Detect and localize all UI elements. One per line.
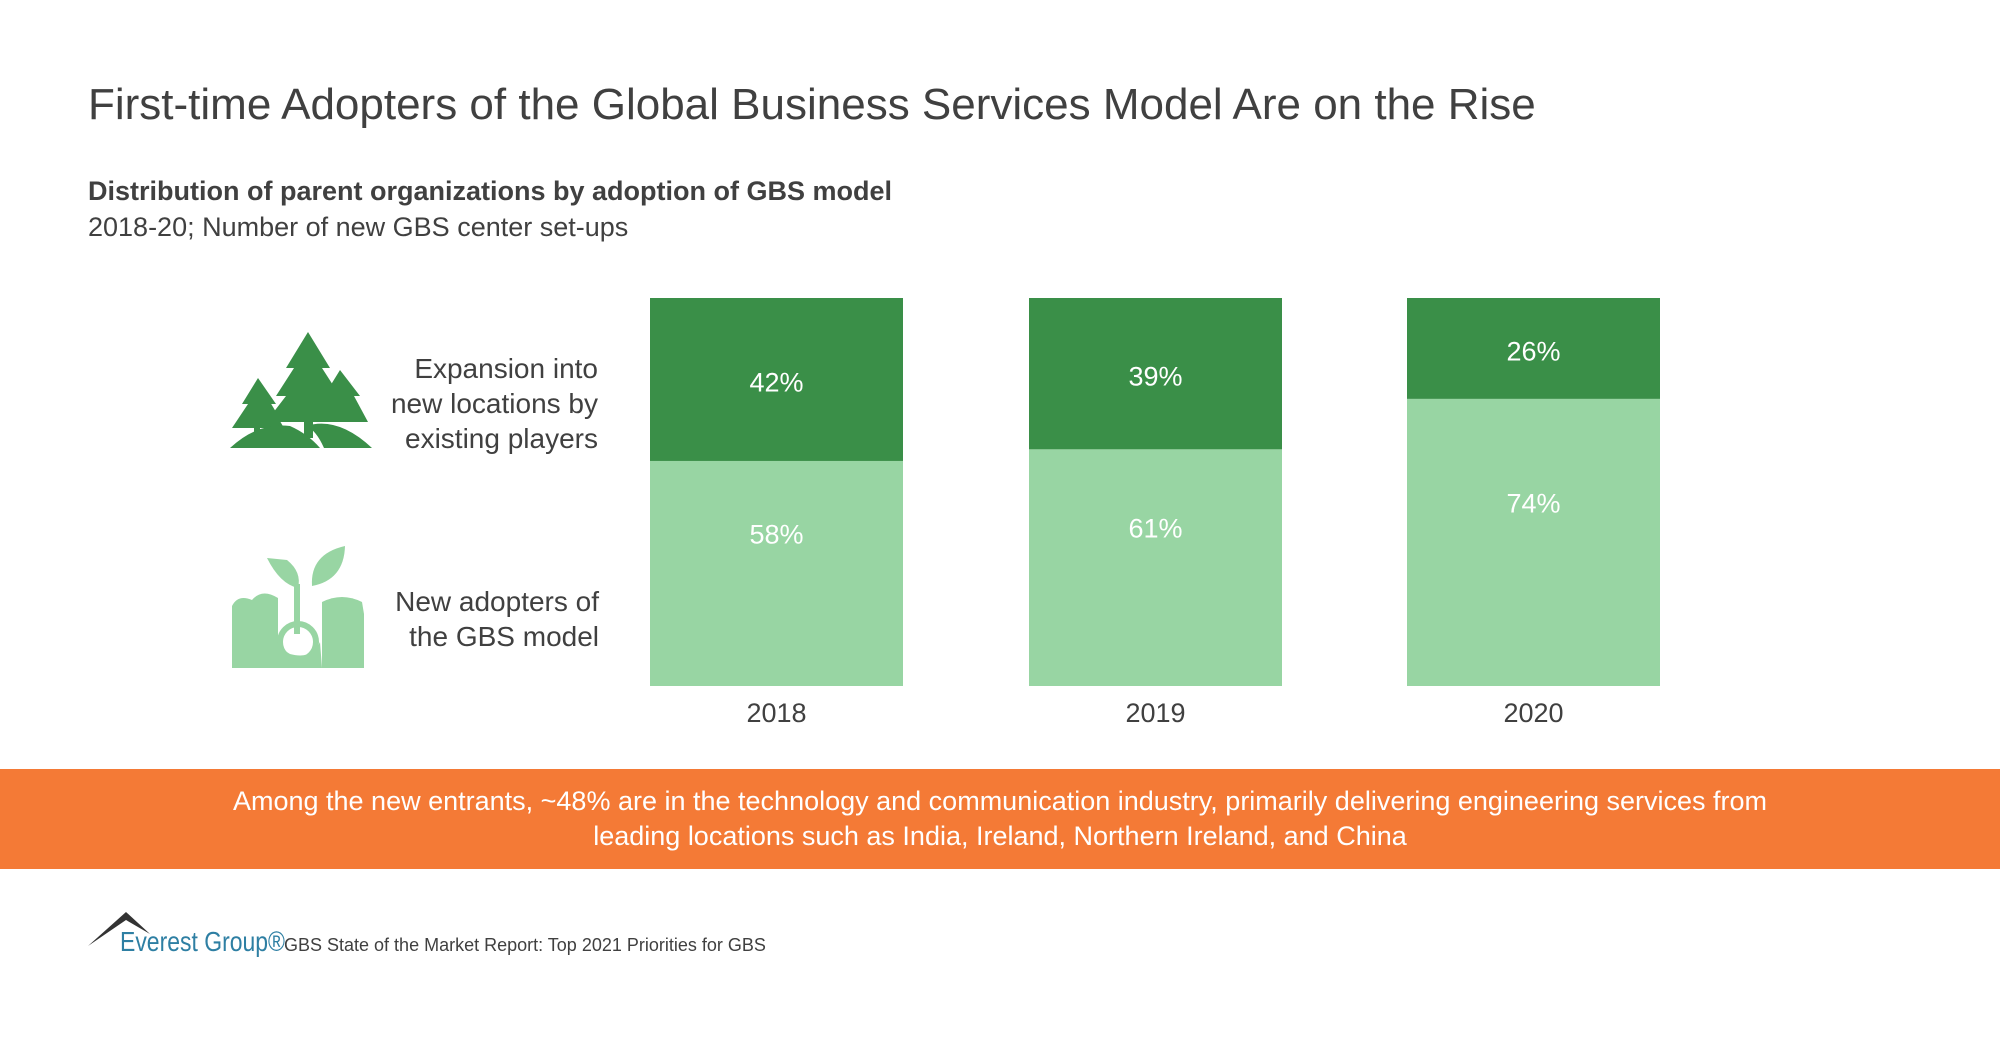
bar-segment <box>650 298 903 461</box>
x-tick-label: 2020 <box>1503 698 1563 728</box>
page-title: First-time Adopters of the Global Busine… <box>88 80 1536 129</box>
data-label: 42% <box>749 367 803 397</box>
stacked-bar-chart: 58% 42% 2018 61% 39% 2019 74% 26% 2020 <box>650 298 1660 728</box>
data-label: 26% <box>1506 336 1560 366</box>
data-label: 74% <box>1506 488 1560 518</box>
data-label: 61% <box>1128 514 1182 544</box>
bar-segment <box>1407 298 1660 399</box>
legend-new-adopters-label: New adopters of the GBS model <box>395 584 599 654</box>
legend-expansion-label: Expansion into new locations by existing… <box>391 351 598 456</box>
seedling-icon <box>232 546 364 668</box>
legend-line: the GBS model <box>409 621 599 652</box>
legend-line: New adopters of <box>395 586 599 617</box>
everest-logo-mountain-icon <box>88 912 150 946</box>
legend-line: new locations by <box>390 388 598 419</box>
source-note: GBS State of the Market Report: Top 2021… <box>284 935 766 955</box>
bar-segment <box>1029 298 1282 450</box>
bar-segment <box>1029 449 1282 686</box>
data-label: 39% <box>1128 362 1182 392</box>
everest-group-logo: Everest Group® <box>120 926 285 957</box>
callout-line: Among the new entrants, ~48% are in the … <box>232 786 1768 816</box>
x-tick-label: 2018 <box>746 698 806 728</box>
trees-icon <box>230 332 372 448</box>
bar-segment <box>650 460 903 686</box>
chart-subtitle: 2018-20; Number of new GBS center set-up… <box>88 212 629 242</box>
callout-banner: Among the new entrants, ~48% are in the … <box>0 769 2000 869</box>
bar-segment <box>1407 398 1660 686</box>
data-label: 58% <box>749 519 803 549</box>
callout-line: leading locations such as India, Ireland… <box>593 821 1407 851</box>
legend-line: Expansion into <box>414 353 598 384</box>
x-tick-label: 2019 <box>1125 698 1185 728</box>
chart-title: Distribution of parent organizations by … <box>88 176 892 206</box>
legend-line: existing players <box>405 423 598 454</box>
